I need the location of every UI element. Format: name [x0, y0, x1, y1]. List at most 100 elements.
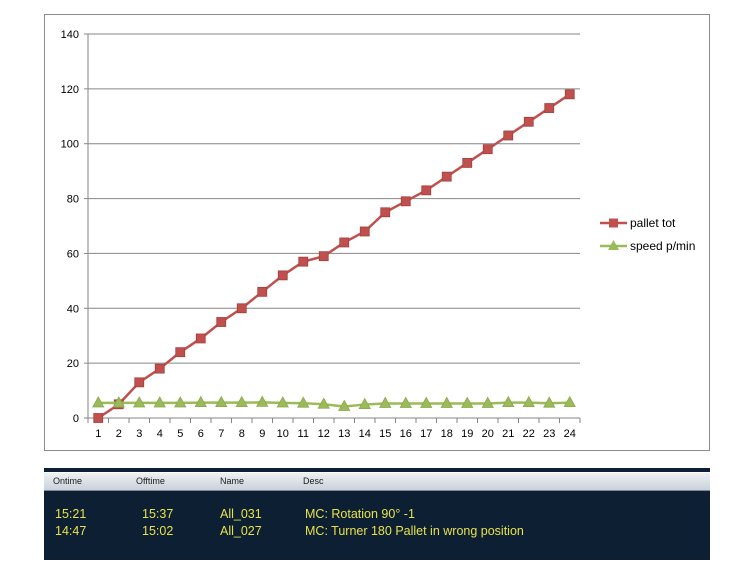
y-tick-label: 120 [61, 84, 79, 96]
data-point [93, 413, 104, 423]
x-tick-label: 15 [379, 428, 391, 440]
data-point [399, 396, 412, 408]
data-point [359, 226, 370, 237]
x-tick-label: 23 [543, 428, 555, 440]
data-point [462, 158, 473, 168]
x-tick-label: 6 [198, 428, 204, 440]
data-point [112, 396, 125, 408]
cell-ontime: 15:21 [55, 507, 87, 521]
data-point [256, 395, 269, 407]
x-tick-label: 17 [420, 428, 432, 440]
cell-desc: MC: Rotation 90° -1 [305, 507, 415, 521]
x-tick-label: 11 [298, 428, 309, 440]
legend-label: speed p/min [630, 239, 695, 253]
data-point [235, 395, 248, 408]
chart-area: 0 20 40 60 80 100 120 140 1 2 3 4 5 6 7 8 9 10 11 12 13 14 15 1… [44, 14, 710, 451]
y-tick-label: 140 [61, 29, 79, 41]
x-tick-label: 14 [359, 428, 371, 440]
legend-marker [608, 240, 619, 250]
legend-label: pallet tot [630, 216, 676, 230]
x-tick-label: 8 [239, 428, 245, 440]
data-point [380, 207, 391, 218]
data-point [133, 396, 146, 408]
data-point [358, 397, 371, 409]
data-point [277, 270, 288, 281]
data-point [153, 396, 166, 408]
y-tick-label: 60 [67, 248, 79, 260]
data-point [461, 396, 474, 408]
data-point [482, 144, 493, 155]
data-point [236, 303, 247, 314]
data-point [317, 397, 330, 409]
data-point [318, 251, 329, 262]
y-tick-label: 80 [67, 194, 79, 206]
data-point [298, 256, 309, 267]
data-point [421, 185, 432, 196]
x-tick-label: 19 [461, 428, 473, 440]
series-line [97, 93, 571, 420]
data-point [339, 237, 350, 248]
data-point [420, 396, 433, 408]
x-tick-label: 4 [157, 428, 163, 440]
data-point [400, 196, 411, 207]
data-point [441, 171, 452, 182]
data-point [338, 399, 351, 411]
data-point [257, 286, 268, 297]
data-point [297, 396, 310, 408]
cell-name: All_027 [220, 524, 262, 538]
x-tick-label: 1 [95, 428, 101, 440]
table-row[interactable]: 14:47 15:02 All_027 MC: Turner 180 Palle… [44, 524, 710, 540]
cell-offtime: 15:37 [142, 507, 174, 521]
y-tick-label: 0 [73, 413, 79, 425]
data-point [154, 363, 165, 374]
data-point [174, 396, 187, 408]
data-point [563, 395, 576, 408]
data-point [481, 396, 494, 408]
x-tick-label: 12 [318, 428, 330, 440]
data-point [215, 395, 228, 408]
data-point [502, 395, 515, 408]
data-point [503, 130, 514, 141]
alarm-table: Ontime Offtime Name Desc 15:21 15:37 All… [44, 468, 710, 560]
data-point [92, 396, 105, 408]
x-tick-label: 24 [564, 428, 576, 440]
data-point [134, 377, 145, 388]
y-tick-label: 20 [67, 358, 79, 370]
data-point [276, 396, 289, 408]
x-tick-label: 13 [338, 428, 350, 440]
table-row[interactable]: 15:21 15:37 All_031 MC: Rotation 90° -1 [44, 507, 710, 523]
x-tick-label: 22 [523, 428, 535, 440]
data-point [379, 396, 392, 408]
x-tick-label: 10 [277, 428, 289, 440]
data-point [216, 317, 227, 327]
x-tick-label: 3 [136, 428, 142, 440]
data-point [440, 396, 453, 408]
column-header-offtime[interactable]: Offtime [136, 476, 165, 486]
data-point [522, 395, 535, 408]
series-line [98, 401, 570, 408]
data-point [543, 396, 556, 408]
x-tick-label: 5 [177, 428, 183, 440]
x-tick-label: 7 [218, 428, 224, 440]
x-tick-label: 16 [400, 428, 412, 440]
x-tick-label: 9 [259, 428, 265, 440]
data-point [564, 89, 575, 100]
data-point [175, 347, 186, 358]
x-tick-label: 2 [116, 428, 122, 440]
cell-ontime: 14:47 [55, 524, 87, 538]
cell-desc: MC: Turner 180 Pallet in wrong position [305, 524, 524, 538]
data-point [523, 116, 534, 127]
x-tick-label: 20 [482, 428, 494, 440]
y-tick-label: 100 [61, 139, 79, 151]
y-tick-label: 40 [67, 303, 79, 315]
column-header-ontime[interactable]: Ontime [53, 476, 83, 486]
data-point [194, 395, 207, 408]
legend-marker [609, 218, 618, 228]
alarm-table-header: Ontime Offtime Name Desc [44, 472, 710, 491]
data-point [195, 333, 206, 344]
column-header-name[interactable]: Name [220, 476, 245, 486]
cell-offtime: 15:02 [142, 524, 174, 538]
column-header-desc[interactable]: Desc [303, 476, 324, 486]
x-tick-label: 21 [502, 428, 514, 440]
